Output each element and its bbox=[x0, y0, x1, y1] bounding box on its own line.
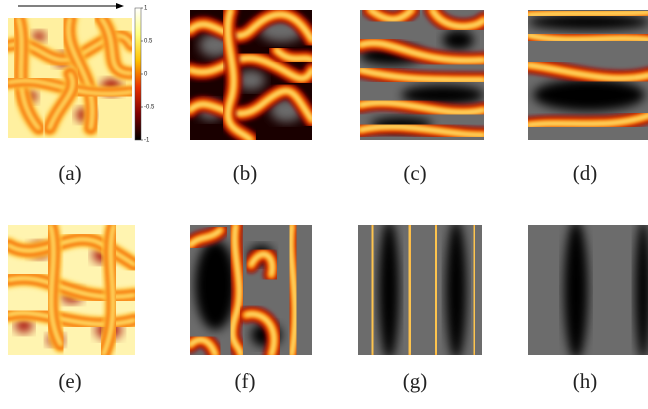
panel-label: (c) bbox=[403, 161, 426, 185]
panel-label: (f) bbox=[235, 369, 256, 393]
colorbar-tick-label: -1 bbox=[144, 138, 150, 144]
heatmap-panel bbox=[528, 220, 648, 360]
ridge bbox=[372, 225, 373, 355]
panel-label: (g) bbox=[403, 369, 428, 393]
panel-label: (d) bbox=[573, 161, 598, 185]
panel-label: (a) bbox=[58, 161, 81, 185]
dark-region bbox=[379, 220, 400, 360]
heatmap-panel bbox=[8, 225, 135, 355]
arrow-head bbox=[116, 3, 124, 9]
panel-label: (b) bbox=[233, 161, 258, 185]
panel-label: (e) bbox=[58, 369, 81, 393]
pattern bbox=[536, 220, 648, 360]
colorbar-tick-label: 0 bbox=[144, 72, 148, 78]
figure: (a) (b) (c) (d) (e) (f) (g) (h) 1 0.5 0 -0.5 -1 bbox=[0, 0, 648, 409]
dark-region bbox=[33, 31, 45, 42]
ridge bbox=[474, 225, 475, 355]
dark-region bbox=[446, 220, 467, 360]
ridge bbox=[436, 225, 437, 355]
heatmap-panel bbox=[8, 18, 132, 138]
colorbar-tick-label: 1 bbox=[144, 6, 148, 12]
heatmap-panel bbox=[358, 220, 482, 360]
heatmap-panel bbox=[190, 225, 312, 355]
colorbar-tick-label: 0.5 bbox=[144, 39, 153, 45]
panel-label: (h) bbox=[573, 369, 598, 393]
ridge bbox=[409, 225, 410, 355]
heatmap-panel bbox=[528, 10, 648, 140]
heatmap-panel bbox=[190, 10, 312, 140]
colorbar-tick-label: -0.5 bbox=[144, 105, 155, 111]
dark-region bbox=[564, 220, 588, 360]
heatmap-panel bbox=[360, 10, 484, 140]
colorbar bbox=[135, 8, 141, 140]
